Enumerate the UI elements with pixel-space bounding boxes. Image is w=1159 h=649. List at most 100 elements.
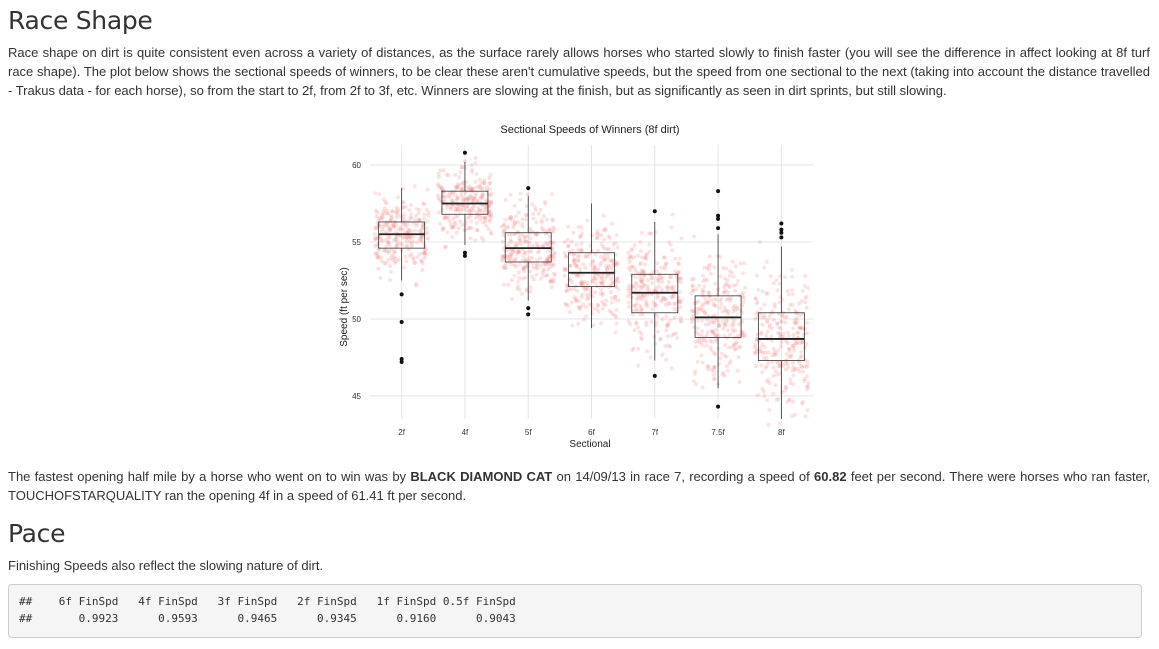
jitter-point [729, 323, 734, 328]
jitter-point [653, 341, 658, 346]
jitter-point [645, 251, 650, 256]
jitter-point [767, 314, 772, 319]
jitter-point [489, 200, 494, 205]
jitter-point [530, 274, 535, 279]
jitter-point [501, 265, 506, 270]
jitter-point [803, 296, 808, 301]
jitter-point [730, 259, 735, 264]
jitter-point [388, 226, 393, 231]
jitter-point [546, 240, 551, 245]
jitter-point [471, 199, 476, 204]
jitter-point [388, 278, 392, 282]
jitter-point [610, 280, 615, 285]
jitter-point [379, 237, 384, 242]
jitter-point [692, 371, 697, 376]
jitter-point [386, 240, 391, 245]
jitter-point [523, 259, 527, 264]
jitter-point [626, 265, 631, 270]
jitter-point [372, 232, 377, 237]
jitter-point [591, 306, 596, 311]
jitter-point [400, 227, 405, 232]
jitter-point [633, 268, 638, 273]
jitter-point [788, 377, 793, 382]
jitter-point [474, 172, 479, 176]
jitter-point [659, 287, 664, 292]
jitter-point [788, 381, 793, 385]
jitter-point [547, 234, 552, 239]
jitter-point [598, 263, 603, 268]
jitter-point [582, 280, 587, 285]
jitter-point [605, 255, 610, 260]
jitter-point [414, 206, 419, 211]
jitter-point [792, 318, 797, 323]
jitter-point [465, 215, 470, 220]
jitter-point [522, 265, 527, 270]
jitter-point [394, 245, 399, 250]
jitter-point [799, 299, 804, 304]
jitter-point [658, 336, 663, 341]
jitter-point [630, 348, 635, 353]
jitter-point [538, 256, 542, 261]
jitter-point [524, 263, 529, 268]
jitter-point [608, 258, 612, 263]
jitter-point [661, 255, 666, 260]
jitter-point [800, 312, 805, 317]
jitter-point [639, 306, 644, 311]
jitter-point [564, 289, 569, 294]
jitter-point [654, 286, 659, 291]
jitter-point [634, 321, 639, 326]
jitter-point [436, 172, 441, 176]
jitter-point [439, 184, 444, 189]
jitter-point [424, 226, 429, 231]
jitter-point [425, 236, 430, 241]
jitter-point [467, 209, 472, 214]
jitter-point [585, 297, 590, 302]
jitter-point [435, 193, 440, 198]
jitter-point [730, 345, 735, 350]
jitter-point [474, 221, 479, 226]
jitter-point [603, 275, 608, 280]
jitter-point [509, 215, 514, 220]
jitter-point [774, 352, 778, 357]
jitter-point [520, 224, 525, 229]
jitter-point [728, 359, 733, 364]
jitter-point [665, 284, 670, 289]
jitter-point [771, 346, 776, 351]
jitter-point [466, 186, 470, 190]
outlier-7.5f [716, 404, 721, 409]
jitter-point [609, 266, 614, 271]
jitter-point [460, 187, 465, 192]
jitter-point [469, 207, 474, 212]
jitter-point [707, 254, 712, 259]
chart-y-axis-label: Speed (ft per sec) [339, 267, 350, 346]
jitter-point [675, 306, 680, 311]
jitter-point [636, 363, 641, 368]
jitter-point [690, 317, 695, 322]
jitter-point [481, 220, 486, 225]
jitter-point [394, 234, 399, 239]
jitter-point [454, 184, 459, 189]
fastest-opening-paragraph: The fastest opening half mile by a horse… [8, 467, 1150, 505]
jitter-point [542, 268, 547, 273]
jitter-point [706, 290, 711, 295]
jitter-point [404, 239, 409, 244]
jitter-point [516, 279, 521, 284]
jitter-point [470, 167, 475, 172]
jitter-point [757, 240, 762, 244]
jitter-point [726, 345, 731, 350]
jitter-point [706, 267, 711, 272]
jitter-point [785, 288, 790, 293]
jitter-point [671, 284, 676, 289]
jitter-point [389, 270, 393, 274]
jitter-point [513, 220, 517, 225]
jitter-point [797, 325, 802, 330]
jitter-point [380, 227, 385, 232]
jitter-point [522, 234, 527, 239]
jitter-point [770, 353, 775, 358]
jitter-point [791, 345, 796, 350]
jitter-point [575, 288, 580, 293]
jitter-point [549, 228, 554, 233]
jitter-point [549, 279, 553, 284]
jitter-point [541, 273, 546, 278]
jitter-point [638, 240, 643, 244]
